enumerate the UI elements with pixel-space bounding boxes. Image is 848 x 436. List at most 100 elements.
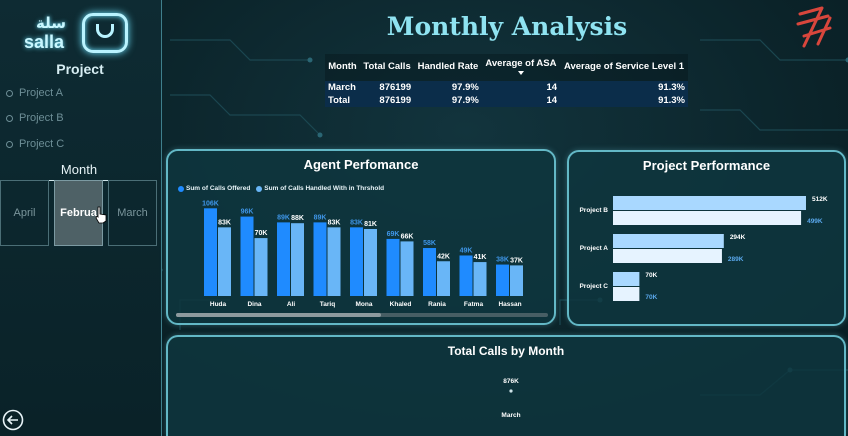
radio-icon [6, 89, 13, 97]
month-tile-label: March [117, 207, 148, 219]
salla-bag-icon [82, 13, 128, 53]
category-label: Ali [287, 301, 296, 308]
logo-arabic-text: سلة [36, 14, 66, 32]
bar-offered[interactable] [613, 272, 640, 286]
data-label: 89K [314, 214, 327, 221]
data-label: 89K [277, 214, 290, 221]
sort-descending-icon [517, 71, 524, 75]
project-bar-chart: Project B 512K 499K Project A 294K 289K Projec… [579, 196, 828, 301]
data-label: 41K [474, 254, 487, 261]
project-filter-item-b[interactable]: Project B [6, 110, 64, 126]
bar-offered[interactable] [204, 208, 217, 296]
bar-handled[interactable] [400, 241, 414, 296]
bar-handled[interactable] [218, 227, 231, 296]
bar-handled[interactable] [291, 223, 304, 296]
data-label: 106K [202, 200, 219, 207]
agent-performance-title: Agent Perfomance [303, 157, 419, 172]
data-label: 70K [255, 230, 268, 237]
radio-icon [6, 140, 13, 148]
chart-scrollbar[interactable] [176, 313, 548, 317]
bar-handled[interactable] [254, 238, 268, 296]
category-label: Khaled [390, 301, 412, 308]
month-tile-march[interactable]: March [108, 180, 157, 246]
project-filter-item-a[interactable]: Project A [6, 85, 63, 101]
bar-offered[interactable] [423, 248, 436, 296]
bar-offered[interactable] [240, 216, 254, 296]
bar-handled[interactable] [364, 228, 377, 296]
legend-item-handled: Sum of Calls Handled With in Thrshold [256, 185, 384, 192]
category-label: Huda [210, 301, 227, 308]
bar-offered[interactable] [277, 222, 290, 296]
sidebar: سلة salla Project Project A Project B Pr… [0, 0, 162, 436]
data-label: 70K [645, 294, 657, 301]
bar-offered[interactable] [350, 227, 363, 296]
category-label: Mona [356, 301, 373, 308]
bar-offered[interactable] [496, 264, 509, 296]
agent-performance-panel: Agent Perfomance Sum of Calls Offered Su… [166, 149, 556, 325]
project-filter-item-c[interactable]: Project C [6, 136, 64, 152]
category-label: Project B [579, 207, 608, 214]
project-performance-panel: Project Performance Project B 512K 499K Pro… [567, 150, 846, 326]
month-tile-february[interactable]: Februa [54, 180, 103, 246]
bar-offered[interactable] [386, 238, 400, 296]
table-row-total: Total 876199 97.9% 14 91.3% [325, 94, 688, 107]
data-label: 876K [503, 378, 519, 385]
table-cell: 876199 [379, 82, 412, 93]
bar-offered[interactable] [313, 222, 327, 296]
column-header-average-asa[interactable]: Average of ASA [482, 54, 560, 81]
bar-handled[interactable] [473, 262, 487, 296]
table-cell: 14 [546, 95, 558, 106]
logo-latin-text: salla [24, 32, 65, 52]
table-cell: 876199 [379, 95, 412, 106]
bar-offered[interactable] [613, 234, 724, 248]
bar-handled[interactable] [510, 265, 523, 296]
data-label: 69K [387, 231, 400, 238]
data-label: 289K [728, 256, 744, 263]
project-performance-title: Project Performance [642, 158, 771, 173]
data-label: 83K [218, 219, 231, 226]
data-label: 294K [730, 234, 746, 241]
bar-offered[interactable] [613, 196, 806, 210]
bar-handled[interactable] [613, 249, 722, 263]
summary-table: Month Total Calls Handled Rate Average o… [325, 54, 688, 107]
legend-label-handled: Sum of Calls Handled With in Thrshold [264, 185, 385, 192]
bar-handled[interactable] [437, 261, 450, 296]
data-label: 83K [350, 219, 363, 226]
bar-handled[interactable] [613, 211, 802, 225]
brand-mark-icon [796, 6, 832, 48]
agent-chart-legend: Sum of Calls Offered Sum of Calls Handle… [178, 185, 384, 192]
data-label: 38K [496, 257, 509, 264]
back-arrow-icon[interactable] [2, 409, 24, 431]
data-label: 42K [437, 253, 450, 260]
bar-offered[interactable] [459, 255, 473, 296]
data-label: 58K [423, 240, 436, 247]
month-filter-heading: Month [48, 162, 110, 181]
category-label: Dina [247, 301, 261, 308]
table-cell: 91.3% [658, 82, 685, 93]
month-tile-april[interactable]: April [0, 180, 49, 246]
bar-handled[interactable] [327, 227, 341, 296]
category-label: Project C [579, 283, 608, 290]
month-tile-label: Februa [60, 207, 97, 219]
column-header-total-calls[interactable]: Total Calls [363, 61, 411, 72]
data-label: 96K [241, 209, 254, 216]
column-header-service-level[interactable]: Average of Service Level 1 [563, 61, 685, 72]
data-label: 81K [364, 221, 377, 228]
table-cell: Total [328, 95, 350, 106]
bar-handled[interactable] [613, 287, 640, 301]
table-header-row: Month Total Calls Handled Rate Average o… [325, 54, 688, 81]
hand-cursor-icon [95, 206, 107, 224]
category-label: Hassan [498, 301, 521, 308]
data-point[interactable] [509, 389, 513, 393]
data-label: 499K [807, 218, 823, 225]
data-label: 70K [645, 272, 657, 279]
page-title: Monthly Analysis [386, 12, 628, 41]
category-label: March [501, 412, 520, 419]
table-cell: 97.9% [451, 95, 479, 106]
chart-scrollbar-thumb[interactable] [176, 313, 381, 317]
legend-dot-handled [256, 185, 263, 192]
legend-label-offered: Sum of Calls Offered [186, 185, 251, 192]
project-filter-label: Project C [19, 138, 65, 150]
column-header-month[interactable]: Month [328, 61, 357, 72]
column-header-handled-rate[interactable]: Handled Rate [417, 61, 479, 72]
